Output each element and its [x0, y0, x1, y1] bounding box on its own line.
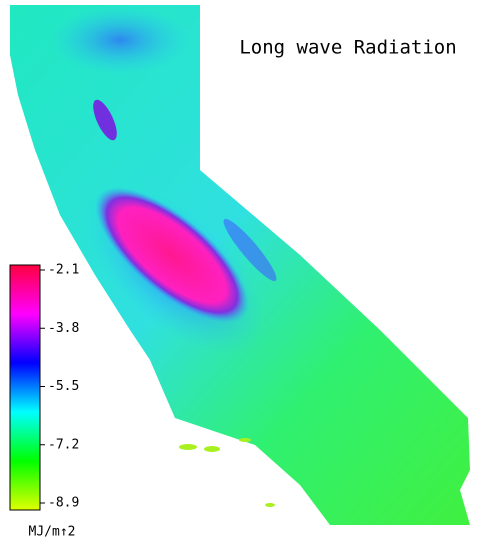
colorbar-tick-label: -5.5 [48, 379, 79, 394]
colorbar [9, 264, 41, 511]
north-blue-area [50, 5, 190, 75]
map-title: Long wave Radiation [239, 37, 456, 59]
colorbar-tick-label: -2.1 [48, 263, 79, 278]
east-blue-area [223, 218, 277, 282]
sierra-north [93, 99, 117, 141]
colorbar-tick-label: -3.8 [48, 321, 79, 336]
colorbar-unit: MJ/m↑2 [29, 525, 76, 540]
colorbar-tick-label: -8.9 [48, 496, 79, 511]
california-map [10, 5, 470, 525]
islands [179, 438, 275, 507]
colorbar-tick-label: -7.2 [48, 437, 79, 452]
sierra-high [95, 187, 249, 323]
